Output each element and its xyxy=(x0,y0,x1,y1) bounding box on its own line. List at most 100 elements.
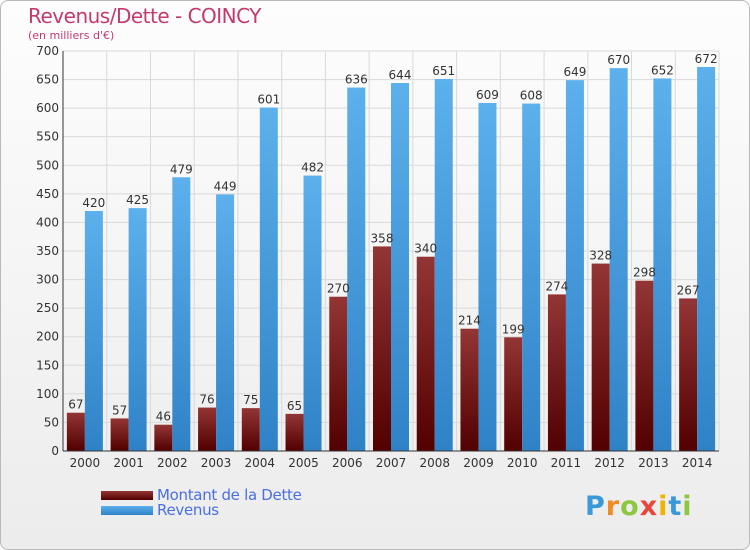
logo-letter: r xyxy=(605,491,621,522)
bar-dette xyxy=(460,328,479,451)
data-labels: 67 57 46 76 75 65 270 358 340 214 199 274 328 298 267 4… xyxy=(68,52,717,424)
x-tick-label: 2009 xyxy=(463,456,494,470)
data-label: 672 xyxy=(695,52,718,66)
bar-dette xyxy=(416,256,435,451)
data-label: 298 xyxy=(633,266,656,280)
bar-revenus xyxy=(434,79,453,451)
bar-revenus xyxy=(522,103,541,452)
x-tick-label: 2000 xyxy=(70,456,101,470)
y-tick-label: 650 xyxy=(36,73,59,87)
bar-revenus xyxy=(216,194,235,451)
bar-dette xyxy=(329,296,348,451)
bars xyxy=(66,67,716,452)
x-tick-label: 2010 xyxy=(507,456,538,470)
data-label: 425 xyxy=(126,193,149,207)
x-tick-label: 2005 xyxy=(288,456,319,470)
x-tick-label: 2014 xyxy=(682,456,713,470)
bar-dette xyxy=(591,263,610,451)
y-tick-label: 0 xyxy=(51,444,59,458)
bar-dette xyxy=(679,298,698,451)
bar-revenus xyxy=(391,83,409,451)
x-tick-label: 2008 xyxy=(419,456,450,470)
bar-revenus xyxy=(128,208,147,451)
data-label: 214 xyxy=(458,314,481,328)
y-tick-label: 250 xyxy=(36,301,59,315)
chart-subtitle: (en milliers d'€) xyxy=(28,29,115,42)
data-label: 651 xyxy=(432,64,455,78)
logo-letter: t xyxy=(668,491,683,522)
data-label: 199 xyxy=(502,322,525,336)
bar-revenus xyxy=(478,103,497,451)
x-tick-label: 2002 xyxy=(157,456,188,470)
x-tick-label: 2001 xyxy=(113,456,144,470)
x-tick-label: 2013 xyxy=(638,456,669,470)
data-label: 75 xyxy=(243,393,258,407)
x-tick-label: 2003 xyxy=(201,456,232,470)
logo-letter: o xyxy=(620,491,640,522)
data-label: 274 xyxy=(545,279,568,293)
bar-revenus xyxy=(653,78,672,451)
chart-title: Revenus/Dette - COINCY xyxy=(28,4,261,28)
data-label: 76 xyxy=(199,393,214,407)
data-label: 601 xyxy=(257,93,280,107)
data-label: 652 xyxy=(651,63,674,77)
y-tick-label: 200 xyxy=(36,330,59,344)
y-tick-label: 100 xyxy=(36,387,59,401)
bar-dette xyxy=(110,418,129,451)
data-label: 609 xyxy=(476,88,499,102)
bar-dette xyxy=(198,407,217,451)
bar-dette xyxy=(373,246,391,451)
logo-letter: i xyxy=(658,491,669,522)
bar-dette xyxy=(504,337,523,451)
y-tick-label: 700 xyxy=(36,44,59,58)
legend-swatch-revenus xyxy=(101,505,153,515)
bar-revenus xyxy=(172,177,191,452)
x-tick-label: 2011 xyxy=(551,456,582,470)
x-tick-label: 2007 xyxy=(376,456,407,470)
data-label: 449 xyxy=(214,179,237,193)
x-tick-label: 2004 xyxy=(245,456,276,470)
data-label: 482 xyxy=(301,161,324,175)
bar-revenus xyxy=(303,175,322,452)
y-tick-label: 550 xyxy=(36,130,59,144)
bar-dette xyxy=(241,408,260,451)
bar-revenus xyxy=(565,80,584,452)
y-tick-label: 350 xyxy=(36,244,59,258)
bar-revenus xyxy=(697,67,716,451)
logo-letter: x xyxy=(639,491,659,522)
axes: 0 50 100 150 200 250 300 350 400 450 500 550 600 650 7… xyxy=(36,44,719,470)
x-tick-label: 2012 xyxy=(594,456,625,470)
y-tick-label: 400 xyxy=(36,215,59,229)
legend-label-revenus: Revenus xyxy=(157,501,219,519)
data-label: 636 xyxy=(345,73,368,87)
data-label: 608 xyxy=(520,89,543,103)
y-tick-label: 50 xyxy=(44,415,59,429)
logo-letter: i xyxy=(682,491,693,522)
data-label: 479 xyxy=(170,162,193,176)
bar-dette xyxy=(66,412,85,451)
bar-dette xyxy=(154,424,173,451)
y-tick-label: 150 xyxy=(36,358,59,372)
data-label: 328 xyxy=(589,249,612,263)
data-label: 65 xyxy=(287,399,302,413)
data-label: 420 xyxy=(82,196,105,210)
data-label: 340 xyxy=(414,242,437,256)
y-tick-label: 600 xyxy=(36,101,59,115)
bar-dette xyxy=(547,294,566,451)
data-label: 644 xyxy=(389,68,412,82)
bar-revenus xyxy=(347,87,366,452)
bar-revenus xyxy=(84,211,103,451)
proxiti-logo: Proxiti xyxy=(585,491,693,522)
legend-item-debt: Montant de la Dette xyxy=(101,486,302,504)
legend-label-debt: Montant de la Dette xyxy=(157,486,302,504)
y-tick-label: 450 xyxy=(36,187,59,201)
data-label: 46 xyxy=(156,410,171,424)
data-label: 358 xyxy=(371,231,394,245)
data-label: 267 xyxy=(677,283,700,297)
legend-item-revenus: Revenus xyxy=(101,501,219,519)
bar-revenus xyxy=(259,107,278,452)
data-label: 649 xyxy=(563,65,586,79)
data-label: 57 xyxy=(112,403,127,417)
